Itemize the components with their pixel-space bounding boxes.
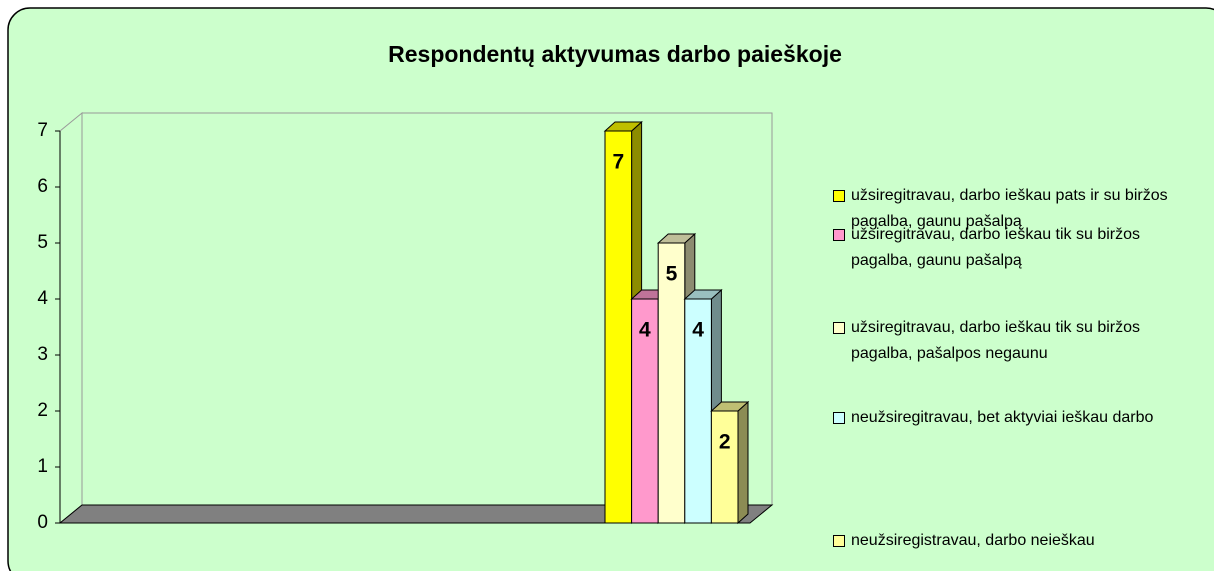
y-tick-label: 7 [37, 120, 48, 141]
bar-side [737, 400, 749, 525]
legend-swatch [833, 190, 845, 202]
y-tick-label: 6 [37, 176, 48, 197]
legend-swatch [833, 412, 845, 424]
data-label: 5 [666, 263, 678, 286]
bar [657, 242, 686, 524]
legend-label: užsiregitravau, darbo ieškau tik su birž… [851, 319, 1141, 362]
legend-swatch [833, 229, 845, 241]
y-tick-label: 0 [37, 512, 48, 533]
y-tick-label: 4 [37, 288, 48, 309]
legend-swatch [833, 535, 845, 547]
legend-entry: užsiregitravau, darbo ieškau tik su birž… [833, 222, 1198, 274]
floor [58, 504, 774, 524]
legend-label: užsiregitravau, darbo ieškau pats ir su … [851, 187, 1168, 230]
legend-entry: užsiregitravau, darbo ieškau tik su birž… [833, 315, 1198, 367]
chart-title: Respondentų aktyvumas darbo paieškoje [388, 41, 842, 67]
legend-label: užsiregitravau, darbo ieškau tik su birž… [851, 226, 1141, 269]
legend-label: neužsiregistravau, darbo neieškau [851, 532, 1095, 549]
legend-label: neužsiregitravau, bet aktyviai ieškau da… [851, 409, 1154, 426]
y-tick-label: 5 [37, 232, 48, 253]
legend-entry: neužsiregistravau, darbo neieškau [833, 528, 1198, 554]
bar [604, 130, 633, 524]
legend-entry: užsiregitravau, darbo ieškau pats ir su … [833, 183, 1198, 235]
data-label: 4 [639, 319, 651, 342]
data-label: 4 [692, 319, 704, 342]
data-label: 7 [612, 151, 624, 174]
data-label: 2 [719, 431, 731, 454]
y-tick-label: 2 [37, 400, 48, 421]
y-tick-label: 3 [37, 344, 48, 365]
legend-swatch [833, 322, 845, 334]
legend-entry: neužsiregitravau, bet aktyviai ieškau da… [833, 405, 1198, 431]
bar [710, 410, 739, 524]
y-tick-label: 1 [37, 456, 48, 477]
